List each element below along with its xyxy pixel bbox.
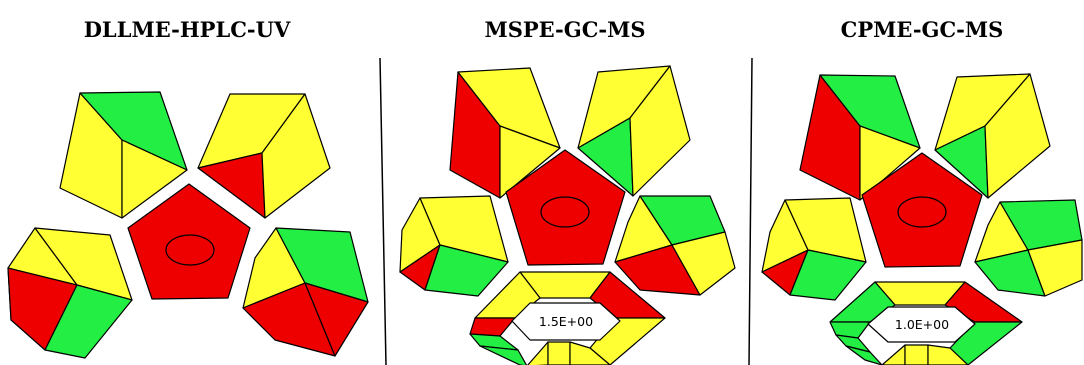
segment	[547, 341, 571, 365]
panel-divider-left	[379, 57, 387, 365]
panel-2-top-right-pentagon	[577, 65, 691, 197]
panel-2-center-pentagon	[505, 149, 626, 266]
panel-1-top-left-pentagon	[59, 91, 188, 219]
segment	[304, 282, 369, 357]
segment	[569, 341, 611, 365]
panel-3-top-left-pentagon	[799, 74, 921, 201]
panel-divider-right	[748, 57, 753, 365]
segment	[469, 317, 516, 337]
panel-2-bottom-right-pentagon	[614, 195, 736, 296]
panel-3-hexagon	[829, 281, 1023, 365]
segment	[671, 231, 736, 296]
segment	[984, 73, 1051, 199]
panel-1-top-right-pentagon	[197, 93, 331, 219]
panel-1-title: DLLME-HPLC-UV	[84, 17, 291, 42]
segment	[789, 249, 867, 301]
panel-1-bottom-left-pentagon	[7, 227, 133, 359]
panel-2-hexagon-value: 1.5E+00	[539, 314, 593, 329]
segment	[44, 284, 133, 359]
panel-2-pictogram: 1.5E+00	[399, 65, 736, 365]
panel-3-title: CPME-GC-MS	[841, 17, 1004, 42]
panel-1-center-pentagon	[127, 183, 251, 300]
segment	[499, 125, 561, 199]
segment	[845, 345, 883, 365]
panel-3-pictogram: 1.0E+00	[761, 73, 1083, 365]
panel-2-top-left-pentagon	[449, 67, 561, 199]
panel-1-pictogram	[7, 91, 369, 359]
panel-3-top-right-pentagon	[934, 73, 1051, 199]
panel-3-hexagon-value: 1.0E+00	[895, 317, 949, 332]
segment	[881, 344, 906, 365]
segment	[927, 344, 969, 365]
segment	[859, 125, 921, 201]
panel-2-title: MSPE-GC-MS	[484, 17, 645, 42]
panel-3-bottom-right-pentagon	[974, 199, 1083, 297]
segment	[479, 345, 528, 365]
panel-3-center-pentagon	[861, 152, 983, 268]
hexagon-center	[511, 302, 621, 341]
panel-3-bottom-left-pentagon	[761, 197, 867, 301]
panel-2-bottom-left-pentagon	[399, 195, 509, 297]
segment	[629, 65, 691, 197]
segment	[1027, 239, 1083, 297]
segment	[527, 341, 549, 365]
segment	[261, 93, 331, 219]
panel-2-hexagon	[469, 271, 666, 365]
segment	[121, 139, 188, 219]
hexagon-center	[867, 306, 976, 343]
panel-1-bottom-right-pentagon	[242, 227, 369, 357]
segment	[424, 244, 509, 297]
segment	[904, 344, 929, 365]
